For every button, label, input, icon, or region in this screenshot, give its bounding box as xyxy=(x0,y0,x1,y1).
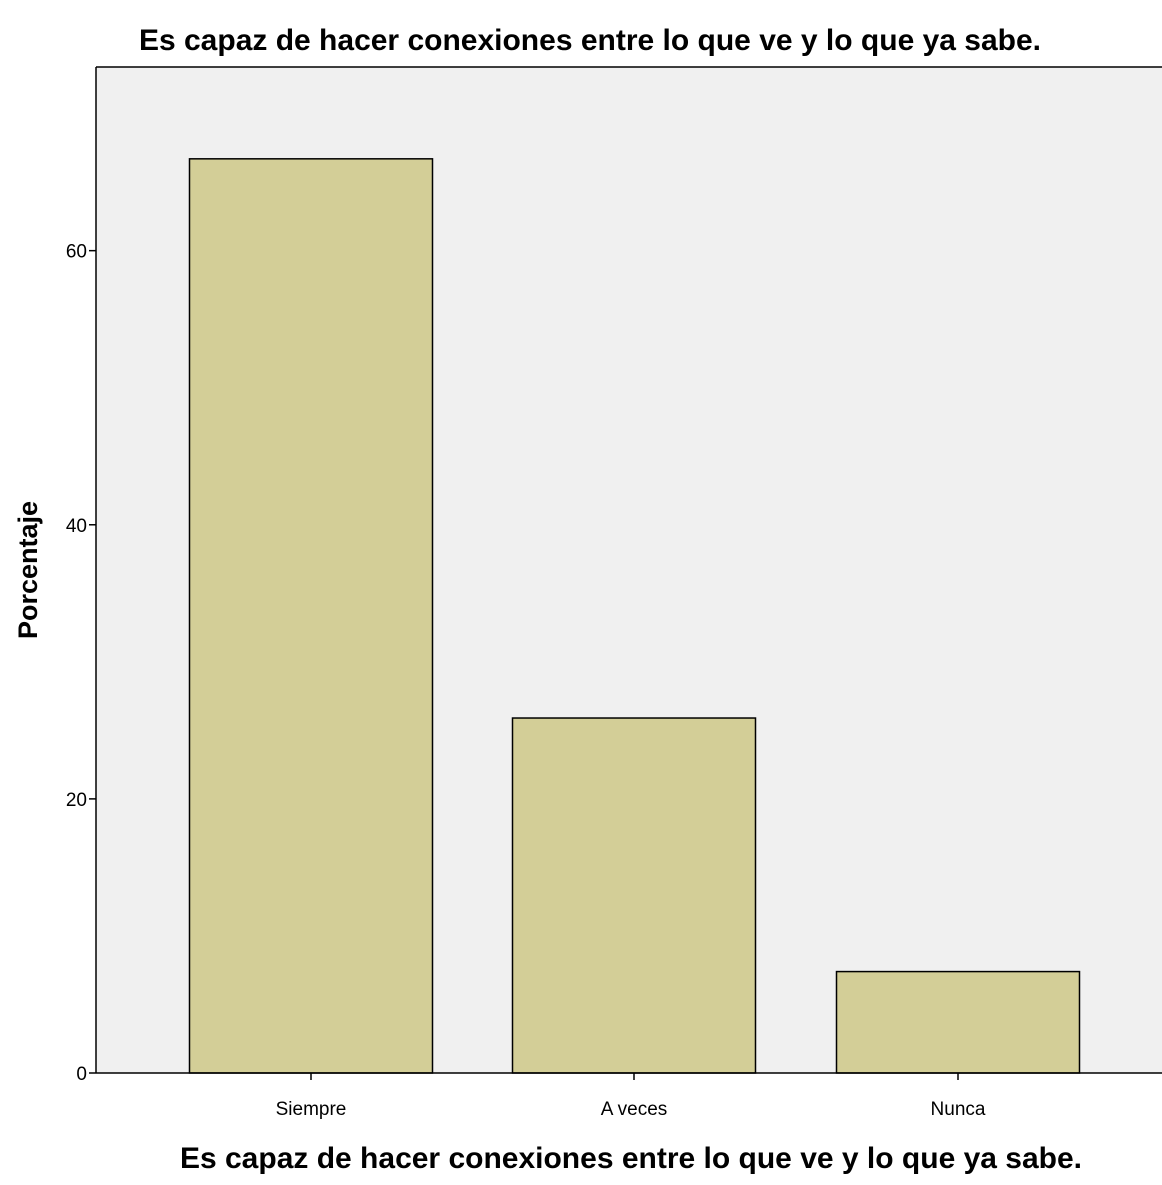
bar-siempre xyxy=(188,158,434,1074)
x-axis-title: Es capaz de hacer conexiones entre lo qu… xyxy=(180,1142,1082,1175)
y-ticks-layer: 0 20 40 60 xyxy=(66,242,96,1085)
y-tick-label: 60 xyxy=(66,242,87,263)
x-tick-label: Nunca xyxy=(931,1099,986,1120)
y-tick-label: 0 xyxy=(76,1064,87,1085)
x-tick-label: Siempre xyxy=(276,1099,347,1120)
y-tick-label: 20 xyxy=(66,790,87,811)
y-tick-label: 40 xyxy=(66,516,87,537)
y-axis-title: Porcentaje xyxy=(13,501,43,639)
x-ticks-layer: Siempre A veces Nunca xyxy=(276,1073,986,1120)
bar-nunca xyxy=(835,970,1081,1074)
x-tick-label: A veces xyxy=(601,1099,668,1120)
bars-layer xyxy=(188,158,1081,1074)
bar-a-veces xyxy=(511,717,757,1074)
chart-title: Es capaz de hacer conexiones entre lo qu… xyxy=(139,24,1041,57)
